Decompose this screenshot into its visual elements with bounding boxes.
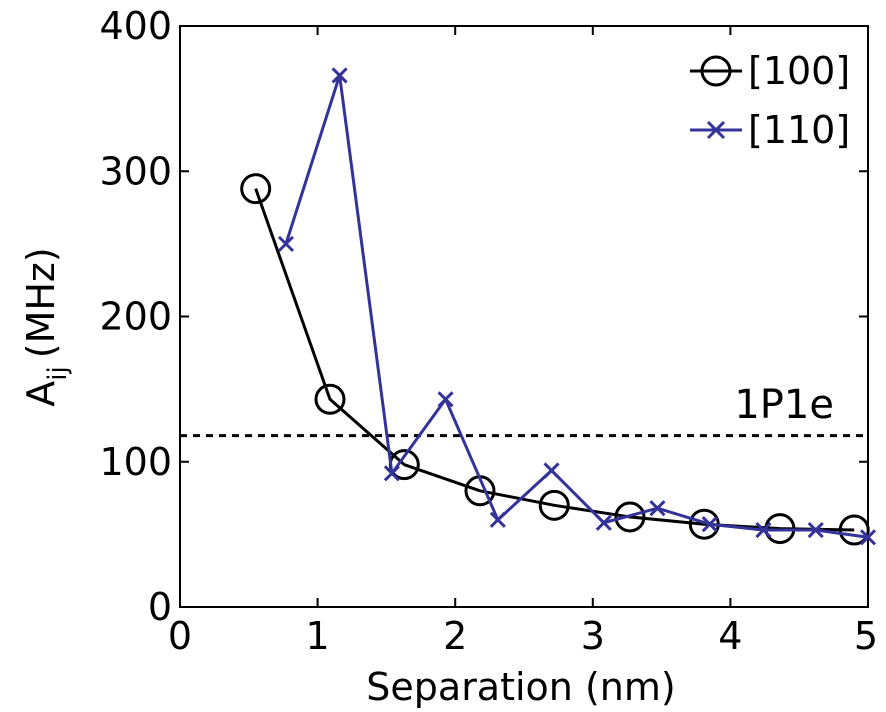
y-axis-title-unit: (MHz) [19,247,63,358]
data-point [807,521,824,539]
series-layer [240,67,877,546]
data-point [701,516,718,533]
series-line-1 [284,73,869,539]
y-axis-title: Aij (MHz) [19,247,73,406]
series-0 [240,173,870,546]
y-tick-label: 200 [99,295,172,339]
data-point [437,391,454,408]
data-point [838,514,870,546]
data-point [543,462,560,479]
x-tick-label: 5 [854,614,878,658]
data-point [538,489,570,521]
ticks-layer: 0 1 2 3 4 5 0 100 200 300 400 [99,4,878,658]
data-point [595,514,612,531]
y-axis-title-subscript: ij [43,366,73,380]
legend-label-110: [110] [748,108,850,152]
data-point [649,500,666,517]
y-tick-label: 300 [99,149,172,193]
y-axis-title-main: A [19,381,63,407]
series-line-0 [254,188,855,532]
data-point [614,501,646,533]
y-tick-label: 0 [148,585,172,629]
data-point [240,173,272,205]
x-tick-label: 3 [581,614,605,658]
data-point [277,235,295,252]
y-tick-label: 100 [99,440,172,484]
data-point [314,383,346,415]
legend-marker-110 [706,120,726,140]
x-axis-title: Separation (nm) [366,665,675,709]
data-point [331,67,348,84]
data-point [755,521,772,539]
data-point [489,511,506,528]
legend: [100] [110] [684,36,862,154]
x-tick-label: 2 [443,614,467,658]
data-point [859,529,877,546]
x-tick-label: 0 [168,614,192,658]
x-tick-label: 4 [718,614,742,658]
legend-marker-100 [700,55,732,87]
data-point [383,465,400,482]
reference-line-label: 1P1e [734,382,834,428]
x-tick-label: 1 [306,614,330,658]
series-1 [277,67,877,546]
legend-label-100: [100] [748,49,850,93]
y-tick-label: 400 [99,4,172,48]
